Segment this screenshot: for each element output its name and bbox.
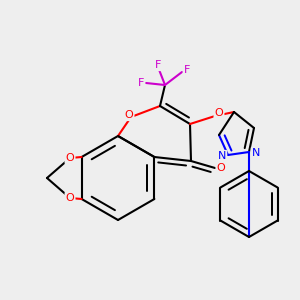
Text: O: O <box>66 193 74 203</box>
Text: O: O <box>217 163 225 173</box>
Text: O: O <box>214 108 224 118</box>
Text: O: O <box>124 110 134 120</box>
Text: F: F <box>155 60 161 70</box>
Text: F: F <box>138 78 144 88</box>
Text: O: O <box>66 153 74 163</box>
Text: N: N <box>252 148 260 158</box>
Text: N: N <box>218 151 226 161</box>
Text: F: F <box>184 65 190 75</box>
